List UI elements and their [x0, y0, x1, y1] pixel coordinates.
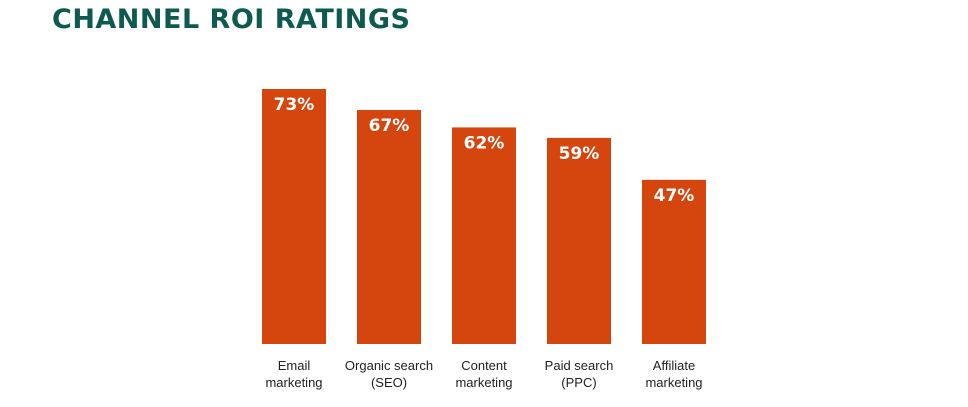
- category-label: marketing: [645, 375, 702, 390]
- category-label: Content: [461, 358, 507, 373]
- category-label: (SEO): [371, 375, 407, 390]
- bar-value-label: 47%: [654, 186, 695, 206]
- category-label: Paid search: [545, 358, 614, 373]
- bar-2: [357, 109, 421, 345]
- bar-value-label: 62%: [464, 133, 505, 153]
- bar-value-label: 59%: [559, 144, 600, 164]
- category-label: Organic search: [345, 358, 433, 373]
- bar-4: [547, 137, 611, 344]
- category-label: Affiliate: [653, 358, 695, 373]
- category-label: marketing: [455, 375, 512, 390]
- bar-3: [452, 127, 516, 345]
- bar-value-label: 67%: [369, 116, 410, 136]
- bar-5: [642, 179, 706, 344]
- chart-title: CHANNEL ROI RATINGS: [52, 4, 411, 35]
- bar-value-label: 73%: [274, 95, 315, 115]
- category-label: (PPC): [561, 375, 596, 390]
- category-label: marketing: [265, 375, 322, 390]
- bar-1: [262, 89, 326, 344]
- category-label: Email: [278, 358, 311, 373]
